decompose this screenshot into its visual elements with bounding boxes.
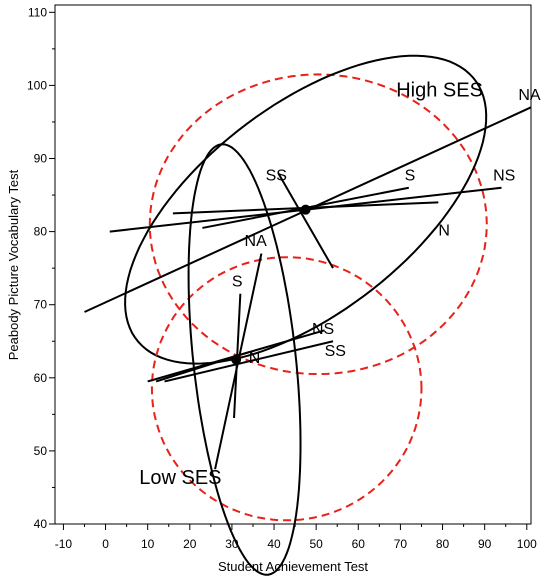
high-ses-vector-label-ns: NS xyxy=(493,167,515,184)
x-tick-label: 100 xyxy=(517,537,537,551)
x-tick-label: 10 xyxy=(141,537,155,551)
x-tick-label: 0 xyxy=(102,537,109,551)
low-ses-vector-label-ss: SS xyxy=(325,343,346,360)
x-axis-title: Student Achievement Test xyxy=(218,559,368,574)
x-tick-label: 70 xyxy=(394,537,408,551)
y-tick-label: 60 xyxy=(34,371,48,385)
low-ses-vector-label-n: N xyxy=(249,350,261,367)
x-tick-label: 90 xyxy=(478,537,492,551)
x-tick-label: 40 xyxy=(267,537,281,551)
y-tick-label: 100 xyxy=(27,78,47,92)
high-ses-mean-point xyxy=(300,204,311,215)
y-axis: 40 50 60 70 80 90 100 110 xyxy=(27,5,55,531)
low-ses-vector-label-na: NA xyxy=(245,233,268,250)
ellipses-layer xyxy=(124,54,488,576)
low-ses-mean-point xyxy=(231,354,242,365)
low-ses-data-ellipse xyxy=(187,143,302,576)
high-ses-vector-ss xyxy=(277,172,334,269)
y-tick-label: 110 xyxy=(28,5,47,19)
high-ses-vector-label-ss: SS xyxy=(266,167,287,184)
high-ses-vector-label-na: NA xyxy=(518,87,541,104)
low-ses-hypothesis-ellipse xyxy=(150,256,423,522)
y-tick-label: 80 xyxy=(34,225,48,239)
high-ses-data-ellipse xyxy=(124,54,488,365)
plot-frame xyxy=(54,4,532,525)
high-ses-vector-label-n: N xyxy=(438,222,450,239)
low-ses-vector-label-s: S xyxy=(232,273,243,290)
y-tick-label: 50 xyxy=(34,444,48,458)
x-tick-label: 80 xyxy=(436,537,450,551)
y-axis-title: Peabody Picture Vocabulary Test xyxy=(6,169,21,360)
y-tick-label: 40 xyxy=(34,517,48,531)
high-ses-vector-label-s: S xyxy=(405,167,416,184)
x-tick-label: 30 xyxy=(225,537,239,551)
low-ses-group-label: Low SES xyxy=(139,467,221,489)
x-axis: -10 0 10 20 30 40 50 60 70 80 90 100 xyxy=(55,524,537,551)
x-tick-label: 50 xyxy=(309,537,323,551)
x-tick-label: 60 xyxy=(352,537,366,551)
y-tick-label: 90 xyxy=(34,152,48,166)
high-ses-hypothesis-ellipse xyxy=(148,73,488,376)
y-tick-label: 70 xyxy=(34,298,48,312)
high-ses-group-label: High SES xyxy=(396,79,483,101)
x-tick-label: -10 xyxy=(55,537,73,551)
low-ses-vector-ss xyxy=(164,340,334,383)
x-tick-label: 20 xyxy=(183,537,197,551)
vectors-layer xyxy=(84,106,532,470)
low-ses-vector-label-ns: NS xyxy=(312,321,334,338)
